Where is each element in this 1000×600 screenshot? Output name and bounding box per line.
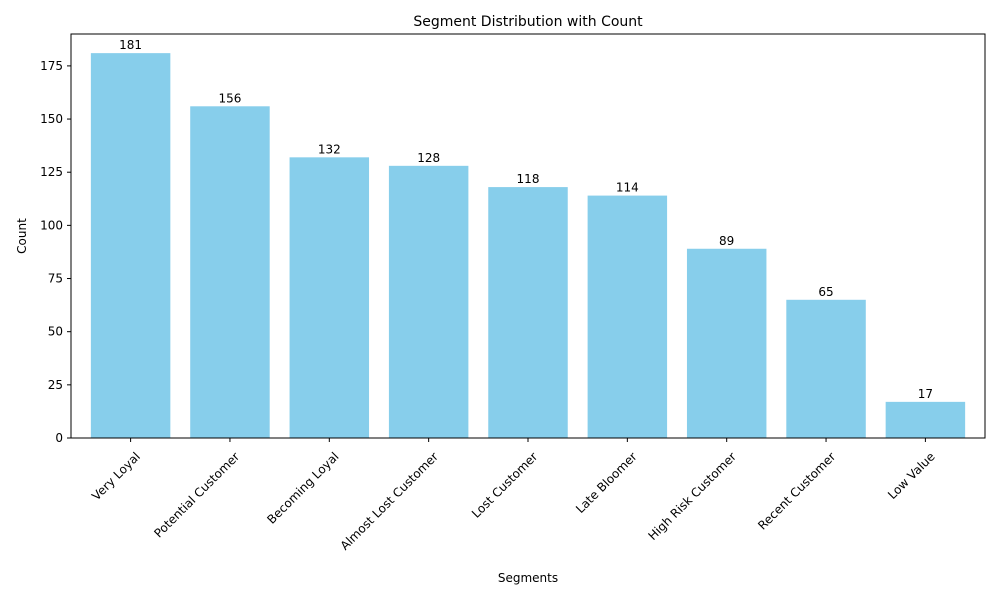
x-tick-label: Becoming Loyal <box>264 449 341 526</box>
y-tick-label: 175 <box>40 59 63 73</box>
bar-value-label: 118 <box>517 172 540 186</box>
bar <box>488 187 568 438</box>
x-tick-label: Lost Customer <box>469 449 540 520</box>
bar <box>289 157 370 439</box>
plot-frame <box>70 33 986 439</box>
x-axis-ticks: Very Loyal Potential Customer Becoming Loy… <box>89 438 938 553</box>
bar <box>686 248 767 438</box>
y-tick-label: 150 <box>40 112 63 126</box>
bar <box>190 106 270 438</box>
bar-value-label: 132 <box>318 142 341 156</box>
bars-group <box>90 53 966 439</box>
y-tick-label: 0 <box>55 431 63 445</box>
y-tick-label: 75 <box>48 272 63 286</box>
x-tick-label: Almost Lost Customer <box>338 449 441 552</box>
x-axis-label: Segments <box>498 571 558 585</box>
bar <box>786 299 866 438</box>
x-tick-label: Late Bloomer <box>573 449 640 516</box>
bar-value-label: 156 <box>219 91 242 105</box>
bar <box>90 53 171 438</box>
x-tick-label: Potential Customer <box>151 449 242 540</box>
x-tick-label: Recent Customer <box>755 449 838 532</box>
bar-value-label: 181 <box>119 38 142 52</box>
bar-value-label: 65 <box>818 285 833 299</box>
x-tick-label: High Risk Customer <box>645 449 739 543</box>
y-axis-label: Count <box>15 218 29 254</box>
bar-value-label: 114 <box>616 181 639 195</box>
y-tick-label: 25 <box>48 378 63 392</box>
x-tick-label: Low Value <box>885 449 938 502</box>
y-tick-label: 50 <box>48 325 63 339</box>
y-tick-label: 125 <box>40 165 63 179</box>
chart-title: Segment Distribution with Count <box>413 14 643 30</box>
bar-value-label: 128 <box>417 151 440 165</box>
bar <box>587 195 668 438</box>
bar <box>388 165 469 438</box>
y-axis-ticks: 0 25 50 75 100 125 150 175 <box>40 59 71 445</box>
bar-value-label: 17 <box>918 387 933 401</box>
bar-value-label: 89 <box>719 234 734 248</box>
bar-labels-group: 181 156 132 128 118 114 89 65 17 <box>119 38 933 401</box>
bar <box>885 401 966 438</box>
x-tick-label: Very Loyal <box>89 449 143 503</box>
y-tick-label: 100 <box>40 218 63 232</box>
